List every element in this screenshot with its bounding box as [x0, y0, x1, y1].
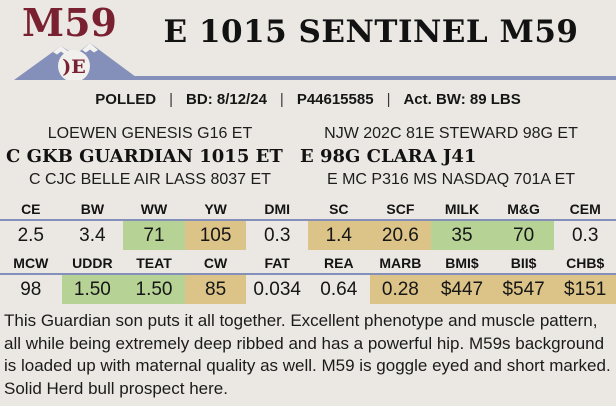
info-separator: |	[386, 91, 391, 108]
epd-value-cell: 1.50	[61, 275, 124, 304]
epd-value-cell: 105	[184, 221, 247, 250]
ranch-logo: )E	[14, 43, 140, 80]
epd-header-cell: CE	[21, 201, 41, 217]
epd-value-cell: 0.28	[369, 275, 432, 304]
pedigree-sire-block: LOEWEN GENESIS G16 ET C GKB GUARDIAN 101…	[6, 123, 294, 191]
pedigree-dam-block: NJW 202C 81E STEWARD 98G ET E 98G CLARA …	[300, 123, 602, 191]
header-rule	[98, 76, 616, 80]
epd-header-cell: FAT	[264, 255, 290, 271]
epd-value-cell: 85	[184, 275, 247, 304]
epd-value-cell: 70	[492, 221, 555, 250]
epd-header-cell: SCF	[386, 201, 415, 217]
epd-value-cell: 98	[20, 279, 42, 300]
brand-mark: )E	[62, 56, 85, 78]
sire-sire-name: LOEWEN GENESIS G16 ET	[47, 125, 253, 142]
epd-value-row: 2.5 3.4 71 105 0.3 1.4 20.6 35 70 0.3	[0, 221, 616, 250]
info-segment: P44615585	[296, 91, 374, 108]
epd-header-cell: MILK	[444, 201, 480, 217]
info-segment: BD: 8/12/24	[186, 91, 267, 108]
epd-value-cell: 20.6	[369, 221, 432, 250]
snowcap-icon	[82, 43, 98, 53]
epd-header-row: CE BW WW YW DMI SC SCF MILK M&G CEM	[0, 199, 616, 221]
info-separator: |	[169, 91, 174, 108]
epd-header-cell: CEM	[569, 201, 601, 217]
epd-header-cell: UDDR	[72, 255, 113, 271]
dam-dam-name: E MC P316 MS NASDAQ 701A ET	[326, 171, 576, 188]
info-segment: POLLED	[95, 91, 157, 108]
epd-header-cell: BII$	[510, 255, 537, 271]
snowcap-icon	[53, 46, 69, 55]
lot-tag: M59	[22, 0, 117, 45]
epd-header-cell: CW	[203, 255, 228, 271]
epd-value-cell: 1.50	[123, 275, 185, 304]
epd-header-cell: M&G	[507, 201, 540, 217]
epd-value-cell: 0.3	[263, 225, 291, 246]
epd-header-cell: YW	[204, 201, 227, 217]
description-text: This Guardian son puts it all together. …	[4, 311, 611, 398]
epd-header-cell: TEAT	[136, 255, 172, 271]
sire-dam-name: C CJC BELLE AIR LASS 8037 ET	[29, 171, 271, 188]
epd-header-cell: REA	[324, 255, 354, 271]
epd-value-cell: $547	[492, 275, 555, 304]
epd-value-cell: $447	[431, 275, 493, 304]
epd-header-cell: DMI	[264, 201, 291, 217]
brand-circle	[58, 50, 90, 80]
epd-header-cell: MCW	[13, 255, 49, 271]
epd-value-cell: 2.5	[17, 225, 44, 246]
animal-name-title: E 1015 SENTINEL M59	[163, 14, 579, 50]
info-line: POLLED | BD: 8/12/24 | P44615585 | Act. BW: 89…	[0, 91, 616, 108]
epd-header-cell: BMI$	[445, 255, 479, 271]
epd-value-row: 98 1.50 1.50 85 0.034 0.64 0.28 $447 $547 $151	[0, 275, 616, 304]
epd-header-cell: CHB$	[566, 255, 605, 271]
epd-value-cell: 71	[123, 221, 185, 250]
epd-header-cell: WW	[140, 201, 168, 217]
epd-header-row: MCW UDDR TEAT CW FAT REA MARB BMI$ BII$ CHB$	[0, 253, 616, 275]
epd-header-cell: SC	[329, 201, 349, 217]
epd-value-cell: 0.034	[253, 279, 301, 300]
info-separator: |	[279, 91, 284, 108]
epd-value-cell: 0.3	[571, 225, 599, 246]
epd-header-cell: BW	[80, 201, 105, 217]
dam-sire-name: NJW 202C 81E STEWARD 98G ET	[324, 125, 578, 142]
epd-value-cell: 3.4	[79, 225, 106, 246]
info-segment: Act. BW: 89 LBS	[403, 91, 521, 108]
sire-name: C GKB GUARDIAN 1015 ET	[6, 146, 283, 167]
epd-value-cell: 35	[431, 221, 493, 250]
epd-value-cell: 0.64	[320, 279, 358, 300]
epd-value-cell: 1.4	[307, 221, 370, 250]
epd-header-cell: MARB	[379, 255, 422, 271]
epd-table: CE BW WW YW DMI SC SCF MILK M&G CEM 2.5 3.4 71 105 0.3…	[0, 199, 616, 304]
epd-value-cell: $151	[554, 275, 616, 304]
dam-name: E 98G CLARA J41	[300, 146, 477, 167]
